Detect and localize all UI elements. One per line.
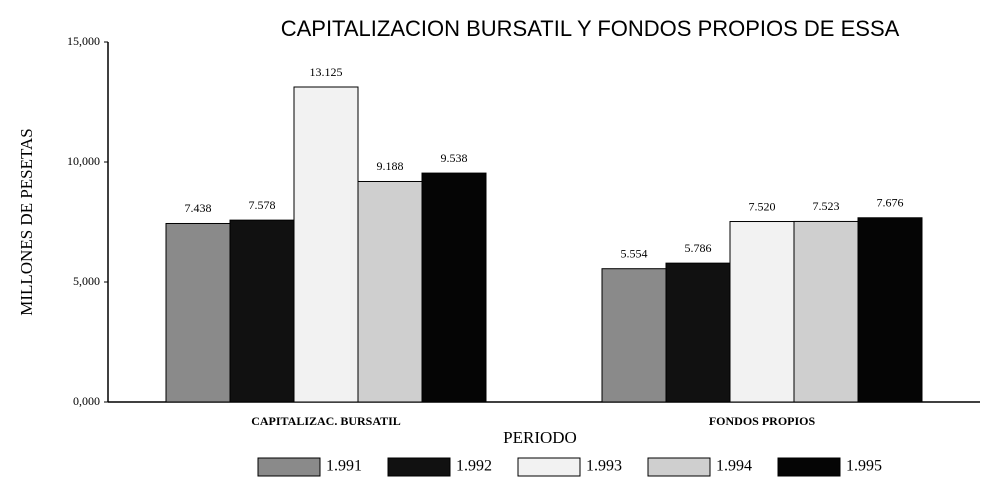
legend-swatch [257, 457, 321, 477]
chart-title: CAPITALIZACION BURSATIL Y FONDOS PROPIOS… [281, 16, 900, 41]
value-label: 5.554 [621, 246, 648, 260]
y-tick-label: 15,000 [67, 34, 100, 48]
y-tick-label: 10,000 [67, 154, 100, 168]
legend-swatch [777, 457, 841, 477]
value-label: 7.523 [813, 199, 840, 213]
y-axis-label: MILLONES DE PESETAS [17, 128, 36, 316]
bar [293, 86, 359, 403]
legend-label: 1.993 [586, 458, 622, 475]
y-tick-label: 0,000 [73, 394, 100, 408]
x-tick-label: FONDOS PROPIOS [709, 414, 816, 428]
bar [357, 180, 423, 403]
y-tick-label: 5,000 [73, 274, 100, 288]
legend-label: 1.992 [456, 458, 492, 475]
bar [165, 222, 231, 403]
bar [857, 217, 923, 403]
bar [793, 220, 859, 403]
bar [729, 221, 795, 403]
value-label: 9.188 [377, 159, 404, 173]
legend-swatch [387, 457, 451, 477]
legend-label: 1.995 [846, 458, 882, 475]
value-label: 7.578 [249, 198, 276, 212]
bar [665, 262, 731, 403]
bar [601, 268, 667, 403]
value-label: 7.676 [877, 196, 904, 210]
value-label: 5.786 [685, 241, 712, 255]
legend-label: 1.991 [326, 458, 362, 475]
bar [421, 172, 487, 403]
legend-swatch [647, 457, 711, 477]
value-label: 9.538 [441, 151, 468, 165]
value-label: 7.520 [749, 199, 776, 213]
legend-swatch [517, 457, 581, 477]
value-label: 13.125 [310, 65, 343, 79]
legend-label: 1.994 [716, 458, 752, 475]
x-axis-label: PERIODO [503, 428, 577, 447]
value-label: 7.438 [185, 201, 212, 215]
bar [229, 219, 295, 403]
x-tick-label: CAPITALIZAC. BURSATIL [251, 414, 401, 428]
